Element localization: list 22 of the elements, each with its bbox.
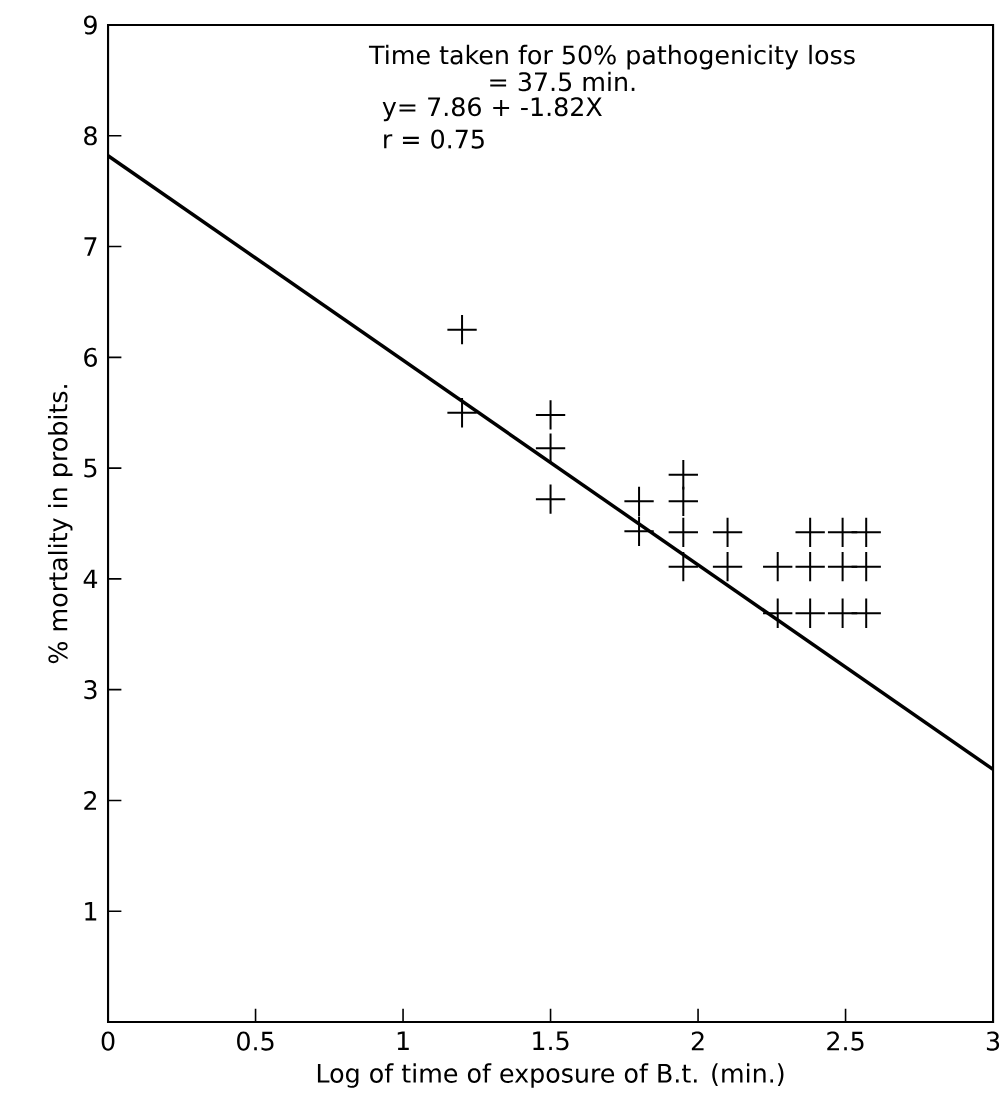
x-tick-label: 3 <box>986 1031 1000 1051</box>
y-tick-label: 5 <box>84 458 97 478</box>
x-tick-label: 0 <box>101 1031 115 1051</box>
x-tick-label: 2 <box>691 1031 704 1051</box>
x-tick-label: 0.5 <box>237 1031 274 1051</box>
x-tick-label: 2.5 <box>827 1031 864 1051</box>
x-axis-title: Log of time of exposure of B.t. (min.) <box>317 1063 784 1088</box>
y-tick-label: 4 <box>83 569 98 589</box>
annotation: = 37.5 min. <box>490 71 635 92</box>
annotation: r = 0.75 <box>384 129 484 149</box>
y-tick-label: 6 <box>84 347 97 367</box>
y-tick-label: 7 <box>84 237 97 256</box>
y-tick-label: 9 <box>84 15 97 35</box>
annotation: Time taken for 50% pathogenicity loss <box>368 44 855 70</box>
annotation: y= 7.86 + -1.82X <box>382 97 602 122</box>
x-tick-label: 1.5 <box>533 1031 569 1051</box>
y-tick-label: 3 <box>84 680 97 700</box>
y-tick-label: 1 <box>85 901 97 921</box>
y-axis-title: % mortality in probits. <box>47 385 73 664</box>
y-tick-label: 8 <box>84 126 97 146</box>
y-tick-label: 2 <box>84 791 96 810</box>
x-tick-label: 1 <box>397 1031 409 1050</box>
